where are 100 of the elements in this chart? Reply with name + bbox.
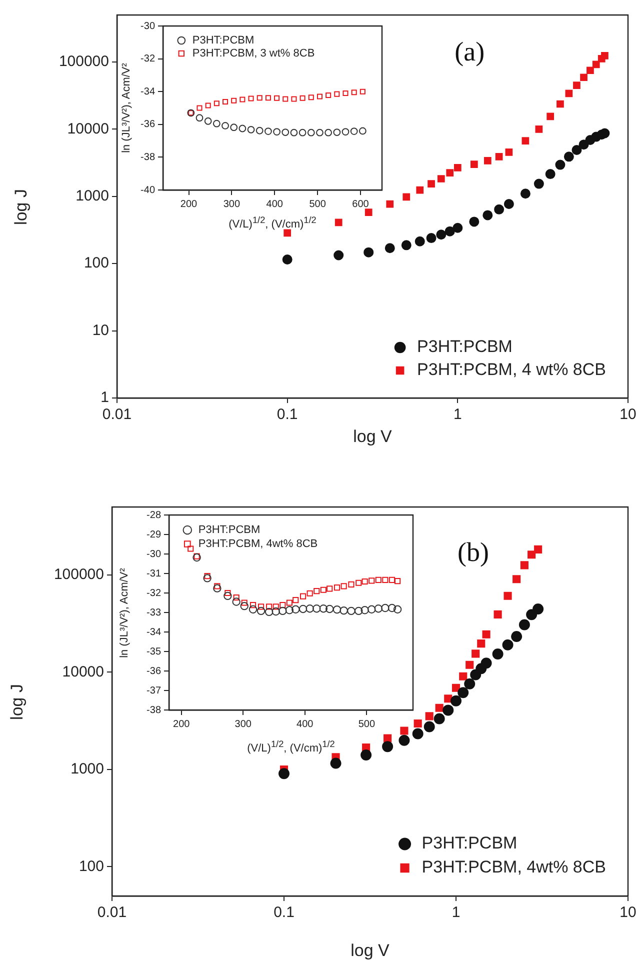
y-axis-title: ln (JL³/V²), Acm/V² (120, 63, 132, 153)
point (224, 590, 231, 596)
point (258, 604, 264, 610)
point (285, 606, 294, 614)
y-tick-label: -30 (140, 20, 156, 32)
point (308, 94, 314, 100)
y-tick-label: 1000 (76, 188, 109, 205)
x-tick-label: 600 (352, 198, 370, 210)
legend-label: P3HT:PCBM, 3 wt% 8CB (192, 48, 315, 60)
point (300, 593, 306, 600)
point (354, 606, 363, 616)
point (314, 588, 320, 594)
point (340, 606, 348, 615)
y-tick-label: -28 (146, 510, 162, 521)
x-tick-label: 500 (309, 198, 326, 210)
point (250, 602, 256, 608)
point (196, 114, 204, 122)
point (203, 574, 212, 582)
x-tick-label: 10 (620, 406, 636, 424)
y-tick-label: -38 (140, 152, 156, 163)
point (368, 605, 376, 614)
x-tick-label: 400 (266, 198, 284, 210)
x-tick-label: 10 (620, 904, 636, 922)
point (312, 604, 321, 613)
point (382, 576, 388, 583)
point (393, 605, 402, 614)
point (333, 128, 341, 136)
point (214, 100, 220, 106)
x-tick-label: 300 (234, 718, 252, 730)
y-tick-label: -32 (146, 588, 162, 599)
point (292, 596, 299, 604)
x-axis-title: (V/L)$^{1/2}$, (V/cm)$^{1/2}$ (247, 739, 335, 755)
legend-label: P3HT:PCBM (198, 524, 260, 536)
point (342, 128, 350, 136)
point (316, 128, 324, 136)
y-axis-title: log J (8, 684, 26, 720)
point (381, 604, 390, 612)
point (230, 124, 238, 132)
y-tick-label: -32 (140, 54, 156, 65)
point (232, 598, 240, 606)
point (278, 606, 287, 616)
point (358, 127, 366, 135)
point (188, 546, 194, 552)
y-tick-label: -38 (146, 704, 162, 716)
x-tick-label: 0.01 (102, 406, 132, 424)
point (192, 553, 201, 562)
point (214, 583, 220, 590)
point (291, 96, 297, 102)
point (222, 122, 229, 130)
point (342, 90, 348, 96)
point (280, 602, 286, 608)
y-axis-title: ln (JL³/V²), Acm/V² (118, 568, 130, 658)
y-tick-label: -30 (146, 548, 162, 560)
point (272, 604, 279, 610)
point (274, 95, 280, 101)
y-tick-label: 1000 (70, 760, 104, 778)
point (340, 583, 347, 590)
point (264, 128, 272, 135)
point (196, 105, 202, 111)
point (224, 592, 232, 600)
point (298, 128, 306, 136)
point (334, 91, 340, 97)
point (286, 600, 292, 606)
x-tick-label: 500 (358, 718, 376, 730)
legend-label: P3HT:PCBM, 4 wt% 8CB (417, 360, 606, 380)
point (332, 605, 342, 614)
point (248, 605, 258, 614)
point (306, 590, 313, 596)
point (334, 584, 340, 591)
point (388, 604, 396, 612)
y-tick-label: 10000 (67, 120, 109, 138)
y-tick-label: 10 (92, 322, 109, 339)
y-tick-label: 1 (100, 389, 109, 406)
point (266, 604, 272, 610)
point (256, 606, 266, 616)
point (306, 604, 314, 613)
point (205, 102, 211, 108)
point (213, 584, 222, 592)
x-tick-label: 1 (452, 904, 460, 922)
x-axis-title: log V (353, 427, 392, 446)
point (326, 604, 334, 614)
point (256, 126, 264, 134)
point (362, 578, 368, 585)
point (350, 128, 358, 135)
x-tick-label: 200 (173, 718, 190, 730)
y-tick-label: -33 (146, 607, 162, 618)
legend-label: P3HT:PCBM, 4wt% 8CB (198, 538, 318, 550)
point (348, 581, 354, 588)
y-tick-label: -35 (146, 646, 162, 658)
point (307, 128, 315, 136)
point (273, 128, 280, 136)
y-tick-label: -37 (146, 685, 162, 696)
point (326, 586, 333, 592)
y-tick-label: 100 (84, 254, 109, 272)
point (320, 586, 326, 593)
x-tick-label: 0.1 (276, 406, 298, 424)
x-axis-title: log V (350, 941, 390, 960)
point (374, 604, 383, 613)
point (231, 98, 237, 104)
point (316, 94, 322, 100)
